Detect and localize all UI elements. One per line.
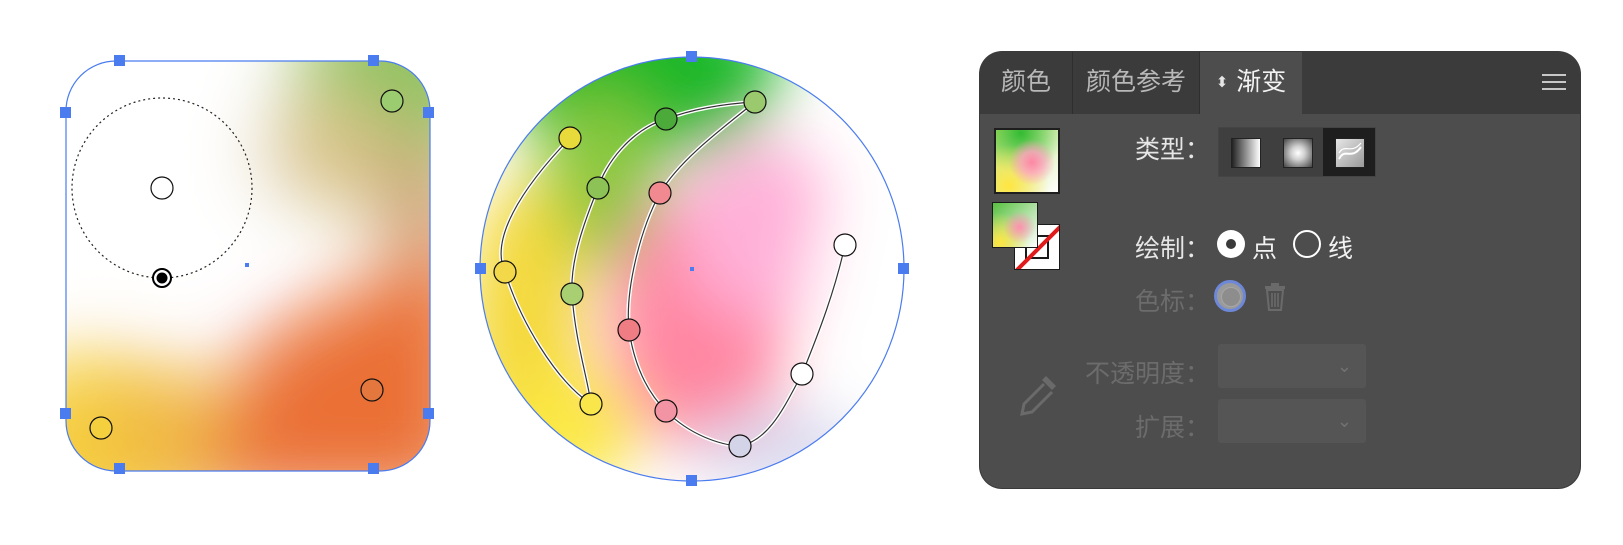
color-stop-green[interactable] (380, 89, 404, 113)
color-stop-orange[interactable] (360, 378, 384, 402)
color-stop (617, 318, 641, 342)
gradient-circle[interactable] (465, 0, 920, 490)
extend-label: 扩展： (1134, 413, 1210, 442)
spread-handle[interactable] (152, 268, 172, 288)
opacity-label: 不透明度： (1084, 359, 1210, 388)
trash-icon[interactable] (1262, 282, 1288, 312)
color-stop (558, 126, 582, 150)
gradient-panel: 颜色 颜色参考 ⬍ 渐变 类型： 绘制： 点 线 色标： (980, 52, 1580, 488)
freeform-gradient-icon (1335, 138, 1365, 168)
color-stop (586, 176, 610, 200)
expand-arrows-icon: ⬍ (1215, 73, 1229, 91)
draw-label: 绘制： (1134, 234, 1210, 263)
tab-color[interactable]: 颜色 (980, 52, 1073, 114)
color-stop (579, 392, 603, 416)
radial-gradient-button[interactable] (1271, 128, 1323, 176)
color-stop (648, 181, 672, 205)
linear-gradient-button[interactable] (1219, 128, 1271, 176)
circle-selection-handles[interactable] (475, 51, 909, 486)
eyedropper-icon[interactable] (1016, 372, 1060, 420)
color-stop (790, 362, 814, 386)
radial-gradient-icon (1283, 138, 1313, 168)
fill-swatch[interactable] (992, 202, 1038, 248)
tab-gradient-label: 渐变 (1236, 67, 1287, 96)
type-label: 类型： (1134, 135, 1210, 164)
artboard-canvas[interactable] (0, 0, 950, 545)
color-stop-white[interactable] (150, 176, 174, 200)
draw-points-label[interactable]: 点 (1252, 234, 1278, 263)
draw-lines-label[interactable]: 线 (1328, 234, 1354, 263)
chevron-down-icon: ⌄ (1336, 411, 1352, 432)
draw-points-radio[interactable] (1217, 230, 1245, 258)
draw-lines-radio[interactable] (1293, 230, 1321, 258)
tab-color-guide[interactable]: 颜色参考 (1073, 52, 1200, 114)
color-stop-yellow[interactable] (89, 416, 113, 440)
color-stop-label: 色标： (1134, 287, 1210, 316)
freeform-gradient-button[interactable] (1323, 128, 1375, 176)
color-stop (654, 107, 678, 131)
chevron-down-icon: ⌄ (1336, 356, 1352, 377)
color-stop (654, 399, 678, 423)
color-stop (833, 233, 857, 257)
linear-gradient-icon (1231, 138, 1261, 168)
fill-stroke-swatch[interactable] (992, 202, 1062, 272)
gradient-rectangle[interactable] (0, 0, 495, 540)
rect-selection-handles[interactable] (60, 55, 434, 474)
panel-menu-icon[interactable] (1542, 74, 1566, 92)
color-stop (743, 90, 767, 114)
opacity-dropdown[interactable]: ⌄ (1218, 344, 1366, 388)
extend-dropdown[interactable]: ⌄ (1218, 399, 1366, 443)
gradient-swatch[interactable] (994, 128, 1060, 194)
gradient-type-buttons (1218, 127, 1376, 177)
color-stop (560, 282, 584, 306)
tab-gradient[interactable]: ⬍ 渐变 (1200, 52, 1302, 114)
color-stop-swatch[interactable] (1214, 280, 1246, 312)
color-stop (493, 260, 517, 284)
color-stop (728, 434, 752, 458)
circle-color-stops[interactable] (493, 90, 857, 458)
panel-tabbar: 颜色 颜色参考 ⬍ 渐变 (980, 52, 1580, 114)
